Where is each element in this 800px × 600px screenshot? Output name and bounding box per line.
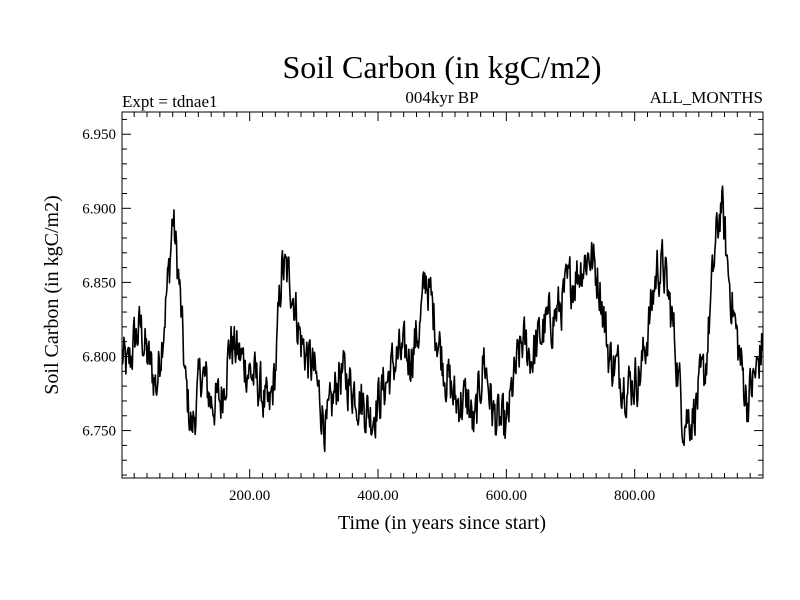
x-axis-label: Time (in years since start) [338,512,546,534]
axis-ticks [122,112,763,478]
y-tick-label: 6.900 [82,201,116,217]
plot-frame [121,111,764,479]
x-tick-label: 200.00 [229,488,270,504]
y-axis-label: Soil Carbon (in kgC/m2) [41,195,63,394]
series-line-soil-carbon [122,185,763,453]
y-tick-label: 6.750 [82,424,116,440]
experiment-label: Expt = tdnae1 [122,92,218,111]
y-tick-label: 6.850 [82,275,116,291]
y-tick-label: 6.950 [82,127,116,143]
x-tick-label: 600.00 [486,488,527,504]
y-tick-label: 6.800 [82,349,116,365]
chart-title: Soil Carbon (in kgC/m2) [282,49,601,85]
period-label: 004kyr BP [405,88,478,107]
x-tick-label: 800.00 [614,488,655,504]
tick-labels: 200.00 400.00 600.00 800.00 6.750 6.800 6.850 6… [82,127,655,504]
months-label: ALL_MONTHS [650,88,763,107]
x-tick-label: 400.00 [357,488,398,504]
